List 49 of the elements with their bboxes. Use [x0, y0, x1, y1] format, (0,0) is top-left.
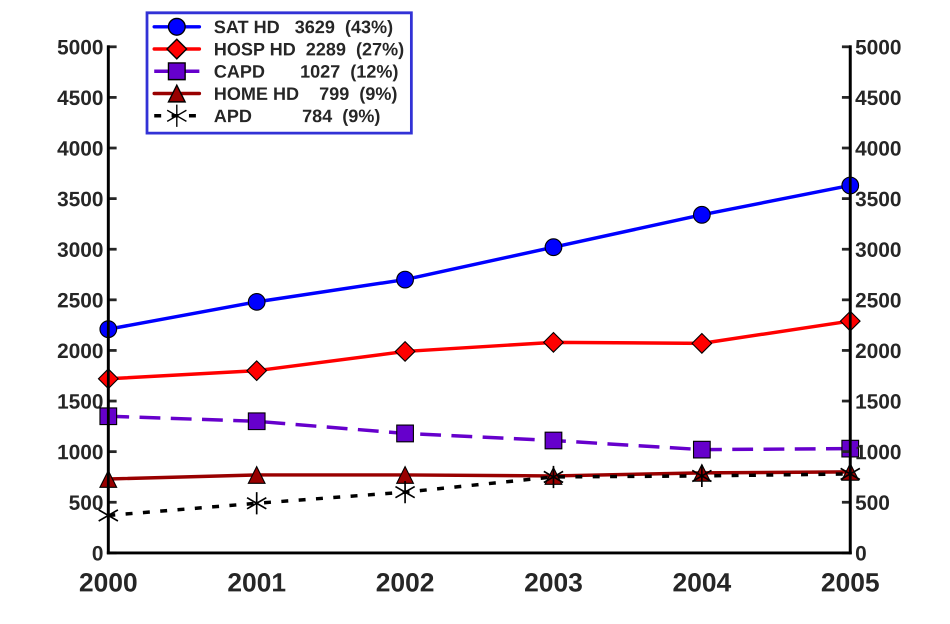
y-tick-label: 4000 [57, 141, 103, 156]
point [248, 412, 266, 430]
point [394, 341, 416, 362]
y-tick-label: 1500 [58, 394, 103, 409]
point [396, 424, 414, 442]
y-tick-label: 500 [69, 495, 103, 510]
y-tick-label: 3000 [58, 242, 103, 258]
y2-tick-label: 4000 [855, 141, 901, 156]
y-tick-label: 4500 [57, 90, 103, 106]
point [246, 360, 268, 382]
y2-tick-label: 0 [856, 546, 866, 561]
x-tick-label: 2001 [228, 573, 286, 592]
y-tick-label: 0 [92, 546, 103, 561]
point [248, 466, 266, 484]
point [543, 465, 564, 489]
point [246, 491, 268, 516]
point [543, 332, 564, 353]
y-tick-label: 5000 [58, 40, 103, 55]
x-tick-label: 2003 [525, 573, 582, 592]
x-tick-label: 2005 [822, 573, 879, 592]
legend-label: HOME HD 799 (9%) [215, 86, 397, 104]
y-tick-label: 2000 [58, 343, 103, 358]
point [396, 270, 414, 288]
y-tick-label: 1000 [58, 444, 103, 460]
legend-label: HOSP HD 2289 (27%) [215, 42, 404, 60]
point [692, 206, 711, 224]
point [544, 238, 562, 256]
y-tick-label: 3500 [58, 192, 103, 206]
y2-tick-label: 1500 [856, 394, 901, 409]
point [692, 440, 711, 459]
legend-label: SAT HD 3629 (43%) [214, 20, 392, 37]
point [248, 292, 266, 311]
y2-tick-label: 4500 [855, 90, 901, 106]
point [394, 480, 416, 504]
x-tick-label: 2004 [673, 573, 732, 592]
legend-label: APD 784 (9%) [214, 109, 380, 126]
point [691, 332, 712, 354]
y2-tick-label: 3500 [856, 192, 901, 206]
y2-tick-label: 2000 [856, 343, 901, 358]
y2-tick-label: 2500 [856, 292, 901, 308]
point [396, 466, 414, 484]
y-tick-label: 2500 [58, 292, 103, 308]
y2-tick-label: 500 [856, 495, 890, 510]
legend-label: CAPD 1027 (12%) [214, 64, 398, 82]
point [691, 464, 712, 488]
x-tick-label: 2002 [376, 573, 434, 592]
point [544, 432, 562, 450]
y2-tick-label: 3000 [856, 242, 901, 258]
y2-tick-label: 5000 [856, 40, 901, 55]
